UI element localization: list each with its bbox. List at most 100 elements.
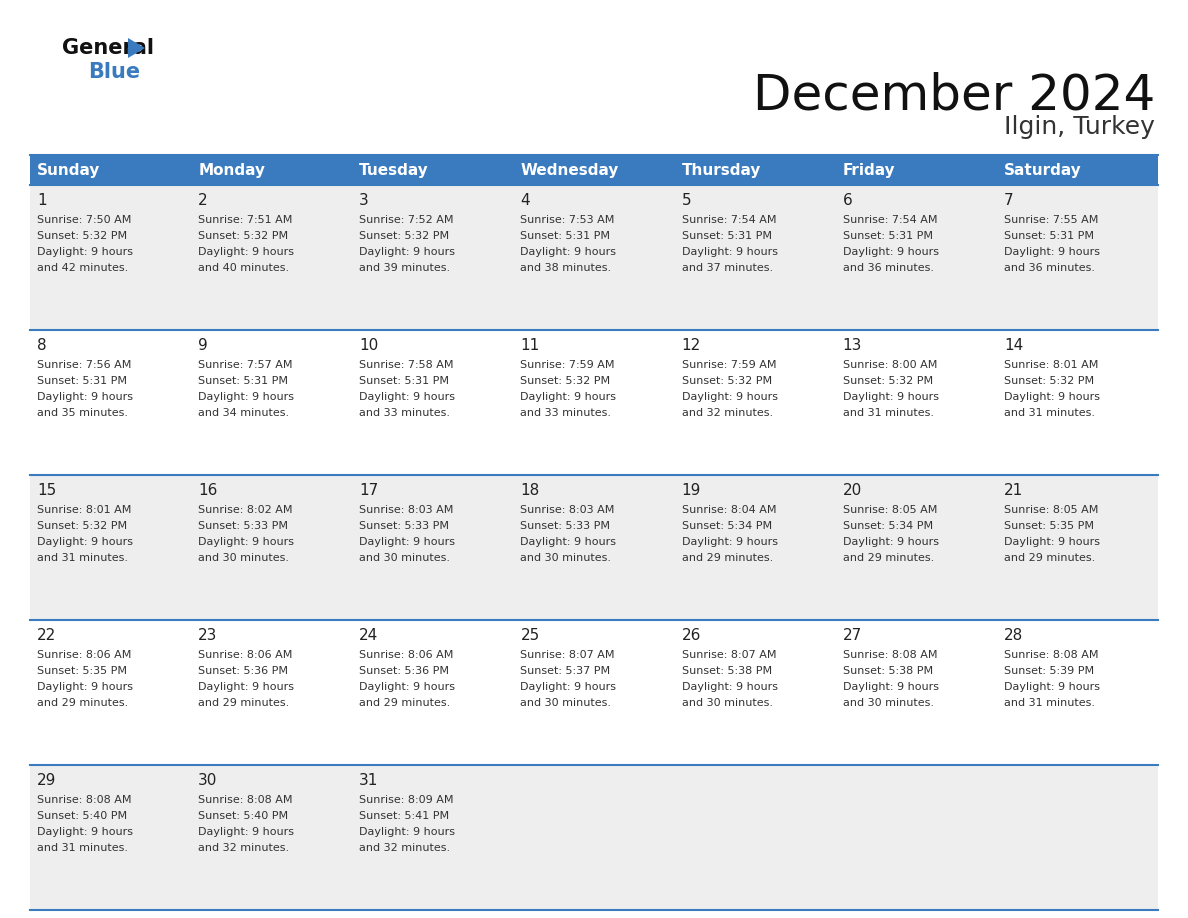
Text: and 30 minutes.: and 30 minutes. (682, 698, 772, 708)
Text: Sunset: 5:32 PM: Sunset: 5:32 PM (842, 376, 933, 386)
Text: Daylight: 9 hours: Daylight: 9 hours (198, 247, 295, 257)
Text: 29: 29 (37, 773, 56, 788)
Text: and 42 minutes.: and 42 minutes. (37, 263, 128, 273)
Text: Monday: Monday (198, 162, 265, 177)
Text: Sunrise: 7:57 AM: Sunrise: 7:57 AM (198, 360, 292, 370)
Bar (353, 620, 513, 765)
Bar (997, 155, 1158, 185)
Text: Sunset: 5:32 PM: Sunset: 5:32 PM (1004, 376, 1094, 386)
Bar (675, 765, 835, 910)
Text: 25: 25 (520, 628, 539, 643)
Text: 2: 2 (198, 193, 208, 208)
Text: Daylight: 9 hours: Daylight: 9 hours (842, 392, 939, 402)
Text: Sunset: 5:41 PM: Sunset: 5:41 PM (359, 811, 449, 821)
Bar (353, 155, 513, 185)
Text: Daylight: 9 hours: Daylight: 9 hours (359, 827, 455, 837)
Text: and 29 minutes.: and 29 minutes. (359, 698, 450, 708)
Text: 9: 9 (198, 338, 208, 353)
Text: Sunrise: 8:03 AM: Sunrise: 8:03 AM (520, 505, 615, 515)
Text: and 33 minutes.: and 33 minutes. (359, 408, 450, 418)
Text: 12: 12 (682, 338, 701, 353)
Text: and 34 minutes.: and 34 minutes. (198, 408, 289, 418)
Text: Sunrise: 7:55 AM: Sunrise: 7:55 AM (1004, 215, 1098, 225)
Text: and 29 minutes.: and 29 minutes. (1004, 553, 1095, 563)
Text: Ilgin, Turkey: Ilgin, Turkey (1004, 115, 1155, 139)
Text: Sunrise: 8:08 AM: Sunrise: 8:08 AM (842, 650, 937, 660)
Text: Daylight: 9 hours: Daylight: 9 hours (842, 537, 939, 547)
Bar (30, 330, 191, 475)
Text: Wednesday: Wednesday (520, 162, 619, 177)
Bar (353, 475, 513, 620)
Text: Sunrise: 8:08 AM: Sunrise: 8:08 AM (198, 795, 292, 805)
Text: and 36 minutes.: and 36 minutes. (1004, 263, 1095, 273)
Text: Sunrise: 8:01 AM: Sunrise: 8:01 AM (1004, 360, 1098, 370)
Text: and 30 minutes.: and 30 minutes. (359, 553, 450, 563)
Bar (675, 475, 835, 620)
Text: Friday: Friday (842, 162, 896, 177)
Text: Daylight: 9 hours: Daylight: 9 hours (682, 247, 778, 257)
Text: 27: 27 (842, 628, 862, 643)
Text: Sunrise: 8:01 AM: Sunrise: 8:01 AM (37, 505, 132, 515)
Text: 24: 24 (359, 628, 379, 643)
Text: and 30 minutes.: and 30 minutes. (198, 553, 289, 563)
Text: Sunset: 5:37 PM: Sunset: 5:37 PM (520, 666, 611, 676)
Text: Sunset: 5:36 PM: Sunset: 5:36 PM (198, 666, 289, 676)
Bar (191, 620, 353, 765)
Text: 31: 31 (359, 773, 379, 788)
Text: Sunset: 5:31 PM: Sunset: 5:31 PM (842, 231, 933, 241)
Text: Sunrise: 7:52 AM: Sunrise: 7:52 AM (359, 215, 454, 225)
Text: 19: 19 (682, 483, 701, 498)
Text: Sunrise: 7:51 AM: Sunrise: 7:51 AM (198, 215, 292, 225)
Text: Sunset: 5:39 PM: Sunset: 5:39 PM (1004, 666, 1094, 676)
Text: Daylight: 9 hours: Daylight: 9 hours (359, 682, 455, 692)
Polygon shape (128, 38, 145, 58)
Text: 14: 14 (1004, 338, 1023, 353)
Text: 10: 10 (359, 338, 379, 353)
Bar (30, 620, 191, 765)
Text: Daylight: 9 hours: Daylight: 9 hours (842, 682, 939, 692)
Text: Daylight: 9 hours: Daylight: 9 hours (520, 682, 617, 692)
Text: Sunset: 5:32 PM: Sunset: 5:32 PM (37, 231, 127, 241)
Bar (835, 620, 997, 765)
Text: Sunset: 5:33 PM: Sunset: 5:33 PM (198, 521, 289, 531)
Text: Sunrise: 7:54 AM: Sunrise: 7:54 AM (842, 215, 937, 225)
Bar (513, 155, 675, 185)
Text: Sunset: 5:31 PM: Sunset: 5:31 PM (1004, 231, 1094, 241)
Text: Sunset: 5:33 PM: Sunset: 5:33 PM (359, 521, 449, 531)
Text: Sunset: 5:35 PM: Sunset: 5:35 PM (37, 666, 127, 676)
Text: Sunset: 5:34 PM: Sunset: 5:34 PM (682, 521, 772, 531)
Text: Sunrise: 8:07 AM: Sunrise: 8:07 AM (520, 650, 615, 660)
Text: 26: 26 (682, 628, 701, 643)
Text: Daylight: 9 hours: Daylight: 9 hours (842, 247, 939, 257)
Bar (997, 330, 1158, 475)
Text: Sunset: 5:31 PM: Sunset: 5:31 PM (359, 376, 449, 386)
Bar (191, 330, 353, 475)
Text: and 36 minutes.: and 36 minutes. (842, 263, 934, 273)
Text: and 40 minutes.: and 40 minutes. (198, 263, 289, 273)
Text: and 32 minutes.: and 32 minutes. (682, 408, 772, 418)
Text: and 32 minutes.: and 32 minutes. (359, 843, 450, 853)
Text: and 31 minutes.: and 31 minutes. (37, 553, 128, 563)
Bar (191, 475, 353, 620)
Text: Daylight: 9 hours: Daylight: 9 hours (198, 827, 295, 837)
Text: 23: 23 (198, 628, 217, 643)
Bar (191, 765, 353, 910)
Text: Saturday: Saturday (1004, 162, 1081, 177)
Text: Daylight: 9 hours: Daylight: 9 hours (37, 247, 133, 257)
Text: Daylight: 9 hours: Daylight: 9 hours (1004, 537, 1100, 547)
Text: Sunrise: 8:00 AM: Sunrise: 8:00 AM (842, 360, 937, 370)
Text: Daylight: 9 hours: Daylight: 9 hours (520, 247, 617, 257)
Text: Daylight: 9 hours: Daylight: 9 hours (682, 682, 778, 692)
Text: Blue: Blue (88, 62, 140, 82)
Text: Sunrise: 7:50 AM: Sunrise: 7:50 AM (37, 215, 132, 225)
Text: Sunrise: 8:04 AM: Sunrise: 8:04 AM (682, 505, 776, 515)
Text: Sunrise: 8:08 AM: Sunrise: 8:08 AM (1004, 650, 1099, 660)
Bar (513, 475, 675, 620)
Text: Daylight: 9 hours: Daylight: 9 hours (37, 827, 133, 837)
Text: Sunset: 5:32 PM: Sunset: 5:32 PM (198, 231, 289, 241)
Text: and 30 minutes.: and 30 minutes. (520, 698, 612, 708)
Text: Daylight: 9 hours: Daylight: 9 hours (198, 682, 295, 692)
Text: Sunrise: 8:06 AM: Sunrise: 8:06 AM (37, 650, 132, 660)
Text: Sunset: 5:32 PM: Sunset: 5:32 PM (520, 376, 611, 386)
Text: 20: 20 (842, 483, 862, 498)
